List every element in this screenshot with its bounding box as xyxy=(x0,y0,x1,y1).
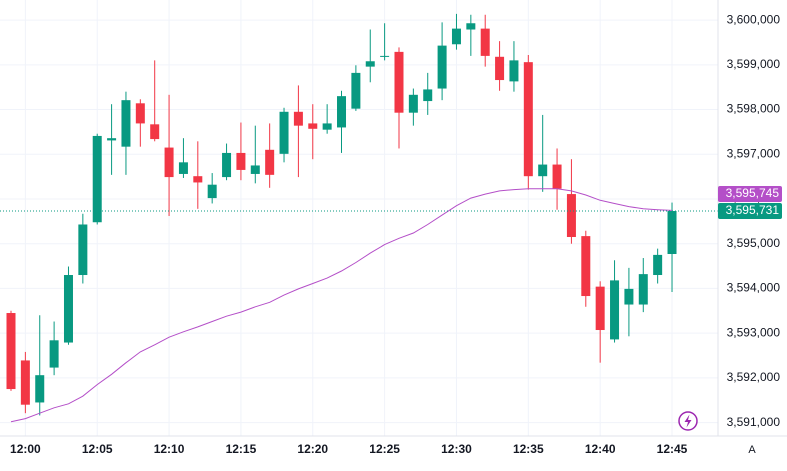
moving-average-line xyxy=(10,188,673,423)
lightning-icon[interactable] xyxy=(678,411,698,431)
candle-body xyxy=(495,56,505,81)
candle-body xyxy=(178,162,188,174)
x-tick-label: 12:05 xyxy=(82,442,113,456)
y-tick-label: 3,592,000 xyxy=(727,370,781,384)
candle-body xyxy=(121,100,131,147)
x-tick-label: 12:20 xyxy=(297,442,328,456)
y-tick-label: 3,600,000 xyxy=(727,12,781,26)
last-price-label: 3,595,731 xyxy=(726,203,780,217)
candle-body xyxy=(150,124,160,140)
series-layer xyxy=(0,13,718,423)
auto-scale-label[interactable]: A xyxy=(748,444,756,456)
candle-body xyxy=(480,28,490,56)
x-tick-label: 12:45 xyxy=(657,442,688,456)
candle-body xyxy=(380,55,390,57)
candle-body xyxy=(538,164,548,177)
x-tick-label: 12:10 xyxy=(154,442,185,456)
candle-body xyxy=(322,123,332,130)
candle-body xyxy=(236,152,246,170)
candle-body xyxy=(107,138,117,141)
candle-body xyxy=(265,149,275,175)
x-tick-label: 12:00 xyxy=(10,442,41,456)
candle-body xyxy=(279,111,289,154)
candle-body xyxy=(581,236,591,297)
candle-body xyxy=(337,96,347,128)
candle-body xyxy=(365,61,375,67)
x-tick-label: 12:15 xyxy=(226,442,257,456)
candle-body xyxy=(394,51,404,113)
candle-body xyxy=(552,164,562,189)
y-tick-label: 3,595,000 xyxy=(727,236,781,250)
candle-body xyxy=(610,280,620,340)
y-tick-label: 3,594,000 xyxy=(727,281,781,295)
candle-body xyxy=(49,340,59,368)
grid-layer xyxy=(0,0,718,436)
y-tick-label: 3,591,000 xyxy=(727,415,781,429)
candle-body xyxy=(250,165,260,174)
candle-body xyxy=(20,360,30,405)
candle-body xyxy=(207,184,217,199)
candle-body xyxy=(653,254,663,276)
candle-body xyxy=(63,275,73,343)
candle-body xyxy=(135,103,145,124)
candle-body xyxy=(408,94,418,113)
candle-body xyxy=(78,224,88,276)
candle-body xyxy=(308,123,318,129)
candle-body xyxy=(351,72,361,109)
candle-body xyxy=(624,288,634,305)
ma-price-box xyxy=(718,186,782,203)
x-tick-label: 12:35 xyxy=(513,442,544,456)
ma-price-label: 3,595,745 xyxy=(726,186,780,200)
candle-body xyxy=(638,274,648,305)
auto-scale-button[interactable] xyxy=(741,440,763,458)
candle-body xyxy=(466,23,476,30)
y-tick-label: 3,597,000 xyxy=(727,146,781,160)
x-tick-label: 12:30 xyxy=(441,442,472,456)
candle-body xyxy=(193,176,203,183)
candle-body xyxy=(222,152,232,178)
last-price-box xyxy=(718,203,782,220)
candle-body xyxy=(92,135,102,223)
candle-body xyxy=(437,45,447,89)
y-tick-label: 3,598,000 xyxy=(727,102,781,116)
x-tick-label: 12:25 xyxy=(369,442,400,456)
x-tick-label: 12:40 xyxy=(585,442,616,456)
candle-body xyxy=(293,111,303,126)
candle-body xyxy=(35,375,45,403)
candle-body xyxy=(667,211,677,254)
y-tick-label: 3,593,000 xyxy=(727,325,781,339)
candle-body xyxy=(509,60,519,82)
candle-body xyxy=(164,147,174,178)
candle-body xyxy=(523,62,533,177)
candle-body xyxy=(423,89,433,102)
y-tick-label: 3,599,000 xyxy=(727,57,781,71)
candle-body xyxy=(595,286,605,331)
candle-body xyxy=(566,194,576,238)
candle-body xyxy=(451,28,461,45)
candle-body xyxy=(6,313,16,390)
